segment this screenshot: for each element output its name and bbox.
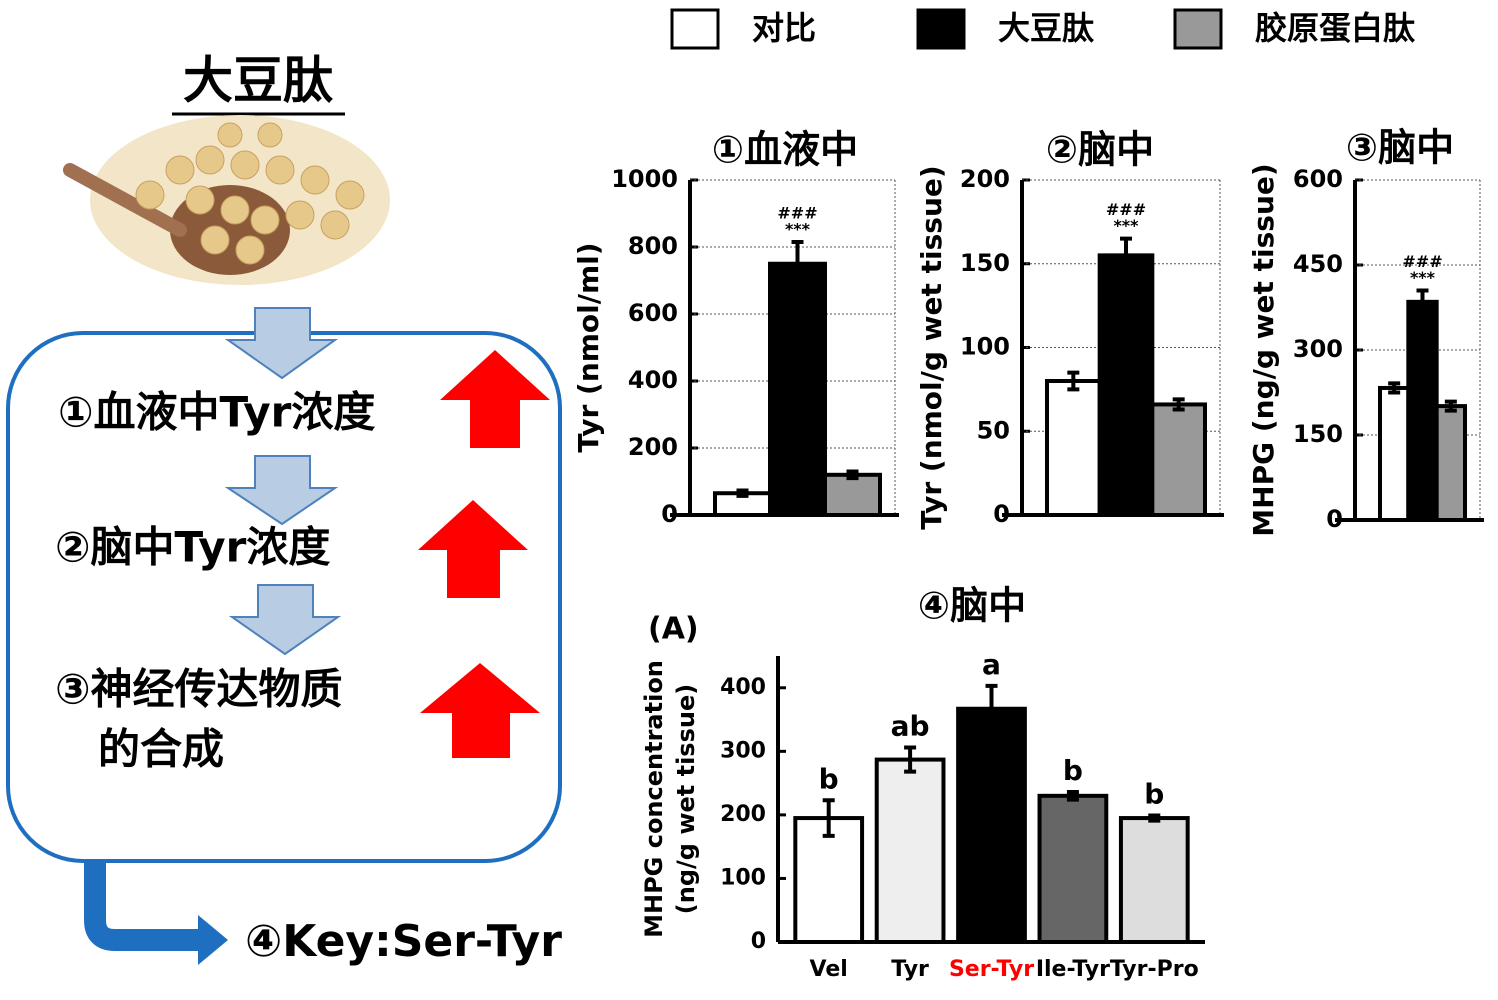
legend-swatch bbox=[670, 8, 720, 50]
y-tick-label: 50 bbox=[977, 416, 1010, 444]
y-axis-label: Tyr (nmol/ml) bbox=[572, 242, 605, 452]
diagram: 大豆肽 ①血液中Tyr浓度 ②脑中Tyr浓度 ③神经传达物质 的合成 ④Key:… bbox=[6, 52, 562, 967]
step: ③神经传达物质 bbox=[55, 665, 343, 714]
y-tick-label: 400 bbox=[628, 366, 678, 394]
annotation: ### bbox=[1402, 252, 1442, 271]
diagram-title: 大豆肽 bbox=[183, 52, 334, 110]
chart: ③脑中 MHPG (ng/g wet tissue) 0 150 300 450 600 ##… bbox=[1247, 126, 1484, 537]
data-label: b bbox=[1063, 754, 1083, 787]
y-tick-label: 200 bbox=[628, 433, 678, 461]
key-text: ④Key:Ser-Tyr bbox=[245, 916, 562, 967]
soybeans bbox=[63, 115, 390, 285]
key-arrow-head bbox=[198, 915, 228, 965]
flow-arrows bbox=[224, 307, 342, 656]
bar bbox=[1378, 385, 1411, 523]
bar bbox=[1118, 816, 1190, 944]
error-bar bbox=[1067, 370, 1080, 392]
legend-label: 大豆肽 bbox=[998, 9, 1095, 47]
chart-title: ②脑中 bbox=[1046, 128, 1154, 172]
y-tick-label: 0 bbox=[751, 929, 766, 954]
error-bar bbox=[822, 798, 835, 838]
y-tick-label: 100 bbox=[960, 333, 1010, 361]
annotation: *** bbox=[1113, 216, 1139, 235]
y-tick-label: 1000 bbox=[611, 165, 678, 193]
bar bbox=[768, 261, 827, 517]
x-tick-label: Ile-Tyr bbox=[1036, 957, 1110, 982]
step: 的合成 bbox=[98, 725, 224, 774]
chart-title: ①血液中 bbox=[712, 128, 858, 172]
x-tick-label: Ser-Tyr bbox=[949, 957, 1034, 982]
y-tick-label: 300 bbox=[720, 738, 766, 763]
annotation: ### bbox=[1106, 200, 1146, 219]
y-tick-label: 0 bbox=[661, 500, 678, 528]
y-tick-label: 0 bbox=[993, 500, 1010, 528]
chart: ④脑中 (A) MHPG concentration (ng/g wet tissue… bbox=[640, 584, 1205, 982]
legend-label: 胶原蛋白肽 bbox=[1255, 9, 1416, 47]
legend-swatch bbox=[916, 8, 966, 50]
y-axis-label: Tyr (nmol/g wet tissue) bbox=[915, 165, 948, 529]
chart-title: ④脑中 bbox=[918, 584, 1026, 628]
y-axis-label: MHPG concentration bbox=[640, 660, 668, 938]
y-tick-label: 200 bbox=[720, 802, 766, 827]
y-axis-label: (ng/g wet tissue) bbox=[672, 684, 700, 914]
y-tick-label: 200 bbox=[960, 165, 1010, 193]
y-tick-label: 150 bbox=[1293, 420, 1343, 448]
error-bar bbox=[1444, 399, 1457, 413]
bar bbox=[1037, 793, 1109, 944]
error-bar bbox=[1172, 397, 1185, 412]
error-bar bbox=[985, 683, 998, 734]
bar bbox=[823, 472, 882, 517]
chart: ②脑中 Tyr (nmol/g wet tissue) 0 50 100 150 200 ##… bbox=[915, 128, 1224, 530]
bar bbox=[1434, 404, 1467, 523]
legend-swatch bbox=[1173, 8, 1223, 50]
annotation: *** bbox=[1410, 268, 1436, 287]
y-tick-label: 400 bbox=[720, 675, 766, 700]
error-bar bbox=[1148, 813, 1161, 823]
bar bbox=[874, 757, 946, 945]
x-tick-label: Vel bbox=[810, 957, 848, 982]
step: ①血液中Tyr浓度 bbox=[58, 388, 375, 437]
y-tick-label: 600 bbox=[628, 299, 678, 327]
data-label: ab bbox=[891, 710, 930, 743]
y-tick-label: 450 bbox=[1293, 250, 1343, 278]
data-label: b bbox=[1144, 778, 1164, 811]
y-tick-label: 100 bbox=[720, 865, 766, 890]
x-tick-label: Tyr bbox=[891, 957, 929, 982]
step: ②脑中Tyr浓度 bbox=[55, 523, 330, 572]
bar bbox=[1150, 402, 1208, 518]
up-arrows bbox=[418, 350, 550, 758]
error-bar bbox=[736, 488, 749, 498]
bar bbox=[956, 706, 1027, 944]
bar bbox=[793, 816, 865, 944]
key-arrow bbox=[84, 862, 200, 951]
data-label: a bbox=[982, 648, 1001, 681]
panel-label: (A) bbox=[648, 612, 699, 647]
annotation: *** bbox=[785, 219, 811, 238]
error-bar bbox=[1416, 288, 1429, 316]
error-bar bbox=[1066, 790, 1079, 802]
chart-title: ③脑中 bbox=[1346, 126, 1454, 170]
y-tick-label: 300 bbox=[1293, 335, 1343, 363]
error-bar bbox=[846, 469, 859, 481]
error-bar bbox=[791, 239, 804, 288]
annotation: ### bbox=[777, 203, 817, 222]
y-tick-label: 0 bbox=[1326, 505, 1343, 533]
x-tick-label: Tyr-Pro bbox=[1110, 957, 1199, 982]
y-axis-label: MHPG (ng/g wet tissue) bbox=[1247, 163, 1280, 536]
error-bar bbox=[1120, 236, 1132, 275]
bar bbox=[1097, 253, 1155, 517]
y-tick-label: 800 bbox=[628, 232, 678, 260]
y-tick-label: 600 bbox=[1293, 165, 1343, 193]
legend-label: 对比 bbox=[752, 9, 816, 47]
bar bbox=[1406, 299, 1439, 523]
chart: ①血液中 Tyr (nmol/ml) 0 200 400 600 800 1000 ###*** bbox=[572, 128, 899, 528]
y-tick-label: 150 bbox=[960, 249, 1010, 277]
bar bbox=[1045, 379, 1102, 517]
error-bar bbox=[1388, 381, 1401, 395]
error-bar bbox=[904, 745, 917, 774]
data-label: b bbox=[819, 762, 839, 795]
